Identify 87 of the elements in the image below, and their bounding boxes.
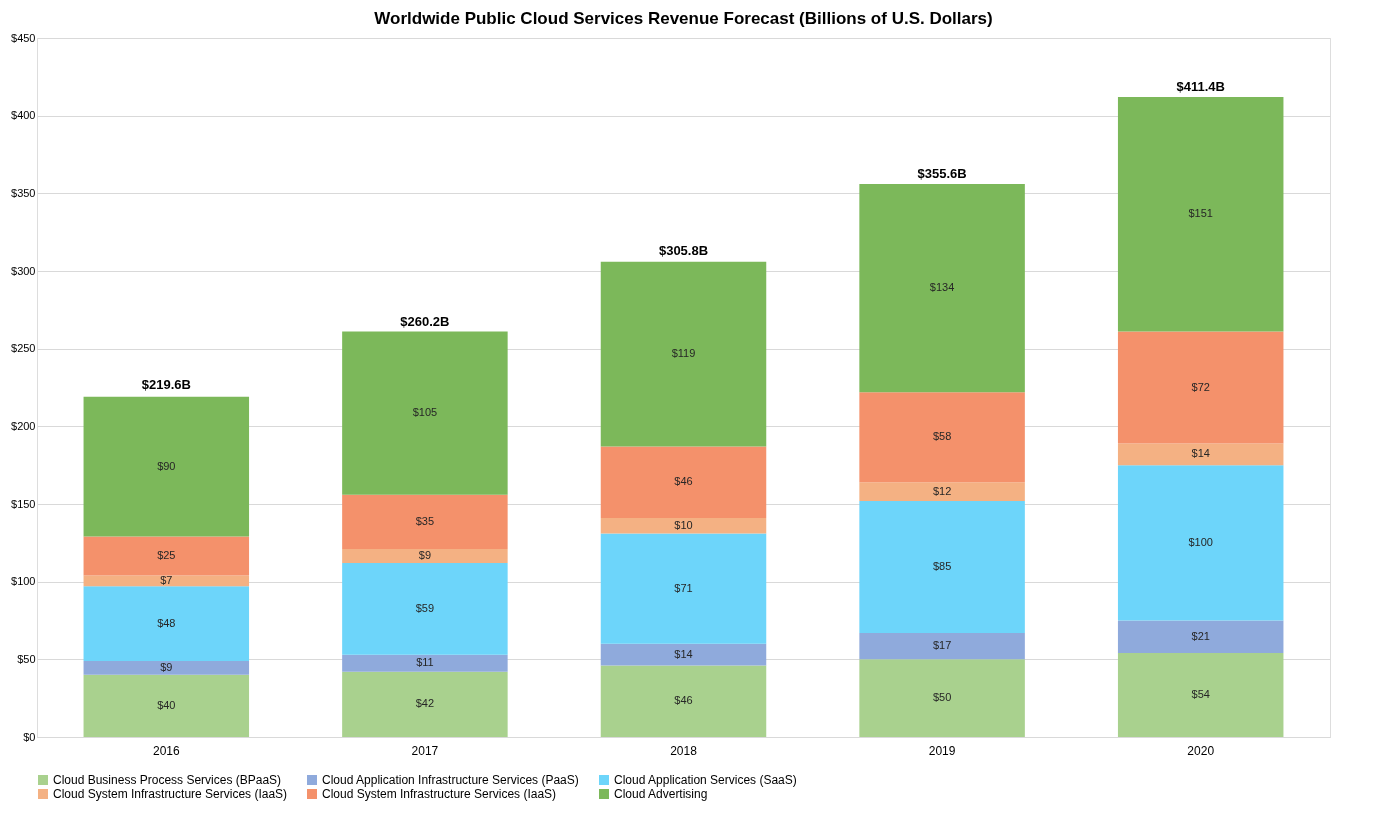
data-label: $85 [932,559,952,572]
data-label: $134 [929,281,955,294]
data-label: $11 [416,656,434,669]
bar [83,586,250,661]
data-label: $46 [674,694,693,707]
y-tick-label: $100 [11,575,36,588]
x-tick-label: 2016 [152,743,180,758]
bar [1117,331,1284,444]
bar [83,674,250,737]
y-tick-label: $250 [11,342,36,355]
bar [342,654,508,672]
bar [1117,653,1284,737]
data-label: $48 [157,616,176,629]
bar [1117,620,1284,654]
bar [859,659,1025,737]
bar [83,536,250,576]
bar [859,500,1025,633]
data-label: $59 [415,601,435,614]
legend-label: Cloud Advertising [614,787,708,801]
bar [342,671,508,737]
y-tick-label: $0 [23,730,36,743]
data-label: $40 [157,698,176,711]
y-tick-label: $400 [11,109,36,122]
x-tick-label: 2020 [1187,743,1215,758]
legend-label: Cloud System Infrastructure Services (IaaS) [53,787,288,801]
data-label: $7 [160,573,173,586]
bar [600,261,767,447]
data-label: $42 [415,697,435,710]
data-label: $14 [1191,447,1210,460]
data-label: $35 [415,514,435,527]
x-tick-label: 2017 [411,743,439,758]
bar [600,517,767,534]
bar [859,482,1025,501]
data-label: $25 [157,549,176,562]
data-label: $105 [412,406,438,419]
data-label: $54 [1191,688,1210,701]
annotation: $355.6B [917,165,967,181]
y-tick-label: $450 [11,31,36,44]
bar [600,665,767,737]
data-label: $100 [1188,535,1213,548]
data-label: $50 [932,691,952,704]
data-label: $71 [674,581,693,594]
bar [342,331,508,495]
y-tick-label: $200 [11,419,36,432]
data-label: $21 [1191,629,1210,642]
data-label: $72 [1191,380,1210,393]
legend-label: Cloud Application Infrastructure Services (PaaS) [322,773,579,787]
bar [859,392,1025,483]
x-tick-label: 2019 [928,743,956,758]
bar [859,632,1025,660]
data-label: $90 [157,459,176,472]
bar [342,563,508,655]
data-label: $46 [674,475,693,488]
data-label: $12 [932,484,952,497]
data-label: $151 [1188,207,1213,220]
y-tick-label: $300 [11,264,36,277]
data-label: $10 [674,518,693,531]
bar [342,549,508,564]
chart-title: Worldwide Public Cloud Services Revenue Forecast (Billions of U.S. Dollars) [374,9,993,28]
bar [1117,97,1284,332]
bar [342,494,508,550]
bar [1117,443,1284,466]
legend-label: Cloud Business Process Services (BPaaS) [53,773,282,787]
bar [600,446,767,518]
legend-label: Cloud Application Services (SaaS) [614,773,797,787]
data-label: $58 [932,430,952,443]
bar [83,396,250,537]
y-tick-label: $50 [17,652,36,665]
y-tick-label: $350 [11,186,36,199]
bar [83,660,250,675]
y-tick-label: $150 [11,497,36,510]
data-label: $9 [160,660,173,673]
annotation: $305.8B [658,242,709,258]
bar [600,533,767,644]
data-label: $17 [932,639,952,652]
data-label: $14 [674,647,693,660]
annotation: $260.2B [400,313,450,329]
x-tick-label: 2018 [670,743,698,758]
bar [600,643,767,666]
data-label: $119 [671,347,696,360]
data-label: $9 [418,549,432,562]
bar [83,575,250,587]
annotation: $219.6B [141,376,191,392]
bar [859,184,1025,393]
annotation: $411.4B [1176,78,1225,94]
bar [1117,465,1284,621]
legend-label: Cloud System Infrastructure Services (IaaS) [322,787,557,801]
